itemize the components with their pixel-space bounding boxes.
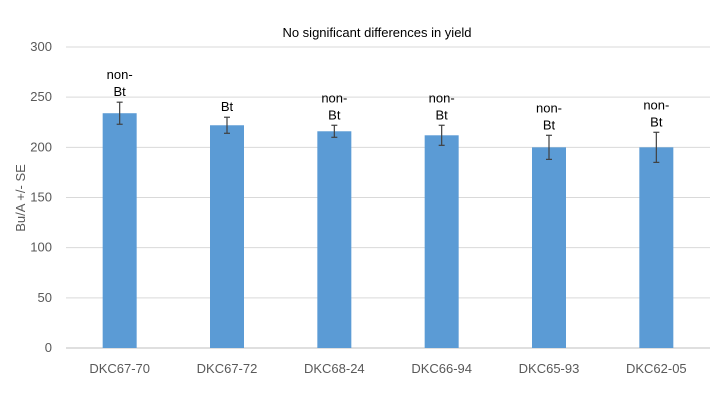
x-axis-ticks: DKC67-70 DKC67-72 DKC68-24 DKC66-94 DKC65-93… xyxy=(89,361,686,376)
y-axis-title: Bu/A +/- SE xyxy=(13,164,28,232)
data-label: Bt xyxy=(650,114,663,129)
bar xyxy=(639,147,674,348)
data-label: non- xyxy=(643,97,669,112)
x-tick-label: DKC66-94 xyxy=(411,361,472,376)
x-tick-label: DKC62-05 xyxy=(626,361,687,376)
error-bar xyxy=(224,116,230,134)
y-tick-label: 150 xyxy=(30,190,52,205)
data-label: non- xyxy=(429,90,455,105)
y-tick-label: 50 xyxy=(38,290,52,305)
y-tick-label: 300 xyxy=(30,39,52,54)
data-label: non- xyxy=(321,90,347,105)
x-tick-label: DKC67-70 xyxy=(89,361,150,376)
error-bar xyxy=(653,131,660,163)
bar xyxy=(210,125,244,348)
data-label: Bt xyxy=(543,117,556,132)
bar xyxy=(317,131,352,348)
x-tick-label: DKC67-72 xyxy=(197,361,258,376)
bar xyxy=(102,113,137,348)
error-bar xyxy=(438,124,445,146)
y-tick-label: 200 xyxy=(30,139,52,154)
x-tick-label: DKC68-24 xyxy=(304,361,365,376)
bars xyxy=(102,113,674,348)
bar xyxy=(424,135,459,348)
error-bar xyxy=(331,124,338,138)
data-labels: non- Bt Bt non- Bt non- Bt non- Bt non- Bt xyxy=(107,67,670,132)
chart-title: No significant differences in yield xyxy=(282,25,471,40)
gridlines xyxy=(66,46,710,349)
y-axis-ticks: 0 50 100 150 200 250 300 xyxy=(30,39,52,355)
error-bar xyxy=(116,101,123,125)
bar xyxy=(532,147,566,348)
data-label: Bt xyxy=(114,84,127,99)
error-bar xyxy=(546,134,552,160)
data-label: non- xyxy=(107,67,133,82)
y-tick-label: 100 xyxy=(30,240,52,255)
error-bars xyxy=(116,101,660,163)
y-tick-label: 250 xyxy=(30,89,52,104)
data-label: non- xyxy=(536,100,562,115)
data-label: Bt xyxy=(328,107,341,122)
y-tick-label: 0 xyxy=(45,340,52,355)
data-label: Bt xyxy=(436,107,449,122)
data-label: Bt xyxy=(221,99,234,114)
x-tick-label: DKC65-93 xyxy=(519,361,580,376)
